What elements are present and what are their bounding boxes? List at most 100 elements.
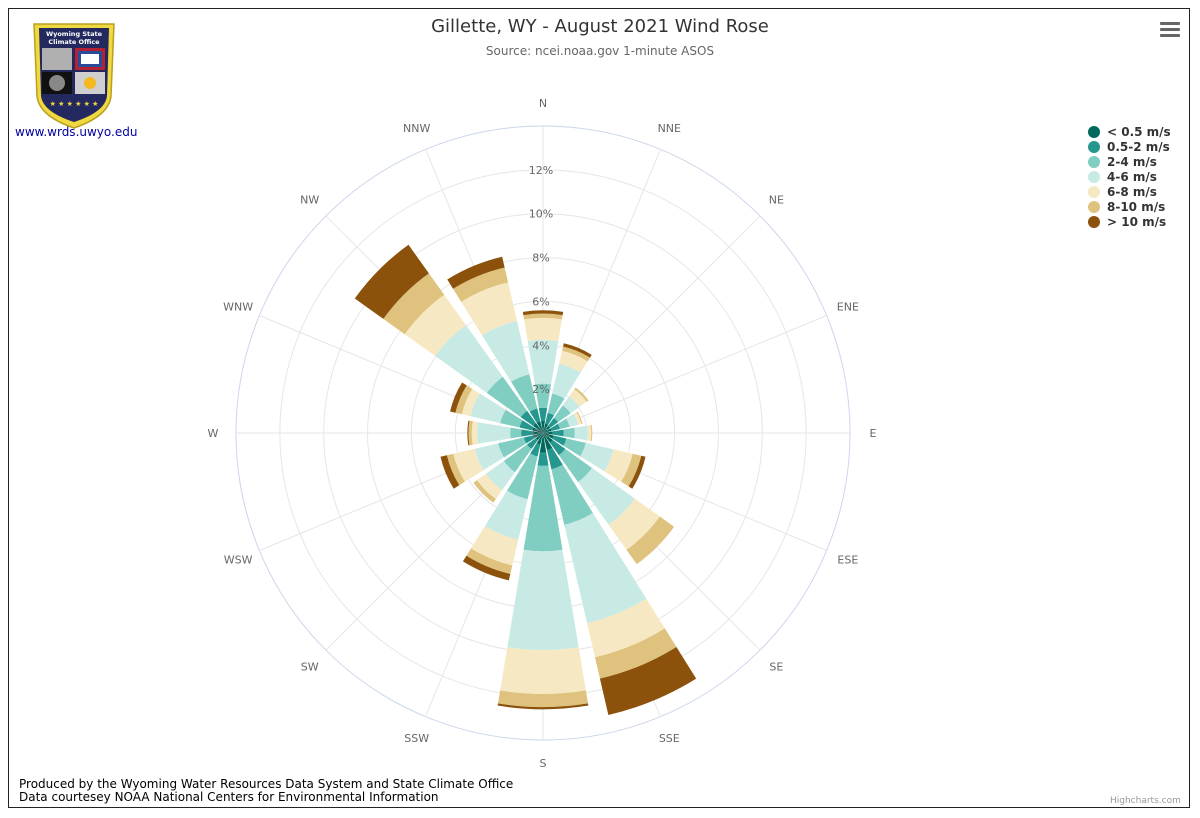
wind-bar-N-4[interactable] xyxy=(524,317,562,342)
wind-bar-E-2[interactable] xyxy=(563,427,575,439)
wind-bar-ESE-3[interactable] xyxy=(580,442,614,472)
wind-bar-SSE-5[interactable] xyxy=(594,628,677,679)
wind-bar-NW-0[interactable] xyxy=(533,423,543,433)
wind-bar-S-1[interactable] xyxy=(537,452,549,466)
legend-item[interactable]: 2-4 m/s xyxy=(1088,154,1171,169)
wind-bar-WNW-2[interactable] xyxy=(500,409,523,428)
wind-bar-SSW-3[interactable] xyxy=(484,490,528,540)
wind-bar-NNE-5[interactable] xyxy=(562,346,590,362)
wind-bar-SW-1[interactable] xyxy=(526,438,538,450)
wind-bar-NNW-2[interactable] xyxy=(511,374,538,412)
highcharts-credits[interactable]: Highcharts.com xyxy=(1110,796,1181,806)
wind-bar-ENE-4[interactable] xyxy=(573,412,582,425)
legend-item[interactable]: 0.5-2 m/s xyxy=(1088,139,1171,154)
wind-bar-NE-5[interactable] xyxy=(574,387,589,402)
wind-bar-S-2[interactable] xyxy=(523,465,563,552)
wind-bar-N-6[interactable] xyxy=(522,310,564,316)
wind-bar-WSW-5[interactable] xyxy=(446,453,465,486)
wind-bar-S-0[interactable] xyxy=(539,433,547,453)
wind-bar-ESE-4[interactable] xyxy=(604,449,633,482)
wind-bar-NW-5[interactable] xyxy=(383,273,445,335)
wind-bar-S-5[interactable] xyxy=(497,690,589,708)
wind-bar-ENE-5[interactable] xyxy=(576,411,583,425)
wind-bar-NE-1[interactable] xyxy=(548,417,559,428)
wind-bar-NNW-1[interactable] xyxy=(529,408,541,423)
legend-item[interactable]: < 0.5 m/s xyxy=(1088,124,1171,139)
wind-bar-NE-2[interactable] xyxy=(553,405,571,423)
wind-bar-SE-3[interactable] xyxy=(578,468,635,525)
wind-bar-ESE-2[interactable] xyxy=(563,438,586,457)
wind-bar-SE-4[interactable] xyxy=(608,498,660,550)
wind-bar-NNW-3[interactable] xyxy=(482,320,530,382)
wind-bar-WSW-3[interactable] xyxy=(474,443,504,471)
wind-bar-N-5[interactable] xyxy=(523,313,563,320)
wind-bar-S-6[interactable] xyxy=(497,703,589,710)
wind-bar-SW-2[interactable] xyxy=(503,444,532,473)
legend-item[interactable]: 8-10 m/s xyxy=(1088,199,1171,214)
wind-bar-SSE-3[interactable] xyxy=(564,513,647,624)
wind-bar-WNW-4[interactable] xyxy=(461,388,480,417)
wind-bar-NNW-4[interactable] xyxy=(461,282,518,336)
wind-bar-SE-5[interactable] xyxy=(626,516,675,565)
wind-bar-N-1[interactable] xyxy=(538,407,548,422)
wind-bar-NNE-3[interactable] xyxy=(552,363,581,399)
wind-bar-ESE-5[interactable] xyxy=(621,453,642,487)
wind-bar-NW-6[interactable] xyxy=(354,244,429,319)
wind-bar-SE-0[interactable] xyxy=(543,433,553,443)
wind-bar-WNW-5[interactable] xyxy=(455,385,473,415)
wind-bar-W-2[interactable] xyxy=(510,427,522,439)
wind-bar-NE-0[interactable] xyxy=(543,425,551,433)
wind-bar-N-0[interactable] xyxy=(541,420,545,433)
wind-bar-NW-3[interactable] xyxy=(435,325,503,393)
wind-bar-S-4[interactable] xyxy=(500,647,586,694)
wind-bar-SSE-0[interactable] xyxy=(543,433,553,451)
wind-bar-SW-5[interactable] xyxy=(473,480,496,503)
wind-bar-NW-2[interactable] xyxy=(486,376,528,418)
wind-bar-SE-1[interactable] xyxy=(550,440,566,456)
wind-bar-NNE-2[interactable] xyxy=(547,393,565,416)
wind-bar-W-6[interactable] xyxy=(467,420,470,446)
wind-bar-SSW-6[interactable] xyxy=(462,555,511,581)
wind-bar-SSW-1[interactable] xyxy=(530,443,541,457)
wind-bar-WSW-0[interactable] xyxy=(534,433,543,438)
wind-bar-WNW-6[interactable] xyxy=(450,382,467,413)
wind-bar-SW-3[interactable] xyxy=(485,461,515,491)
wind-bar-ESE-6[interactable] xyxy=(628,455,646,489)
wind-bar-NNW-0[interactable] xyxy=(536,421,543,433)
site-link[interactable]: www.wrds.uwyo.edu xyxy=(15,125,138,139)
wind-bar-E-4[interactable] xyxy=(587,425,592,441)
wind-bar-SSE-2[interactable] xyxy=(551,464,593,525)
wind-bar-SSW-4[interactable] xyxy=(471,526,519,566)
wind-bar-WSW-4[interactable] xyxy=(453,448,484,482)
wind-bar-ESE-0[interactable] xyxy=(543,433,554,439)
wind-bar-WNW-1[interactable] xyxy=(519,420,534,431)
wind-bar-WNW-3[interactable] xyxy=(470,393,506,424)
wind-bar-W-0[interactable] xyxy=(533,431,543,435)
wind-bar-NE-3[interactable] xyxy=(562,396,580,414)
wind-bar-NW-1[interactable] xyxy=(520,410,536,426)
wind-bar-W-3[interactable] xyxy=(477,422,511,444)
wind-bar-WSW-1[interactable] xyxy=(523,434,536,444)
wind-bar-ENE-3[interactable] xyxy=(566,413,579,427)
wind-bar-SSE-6[interactable] xyxy=(599,646,697,715)
wind-bar-ESE-1[interactable] xyxy=(552,435,567,446)
wind-bar-SSE-4[interactable] xyxy=(587,598,665,658)
hamburger-menu-icon[interactable] xyxy=(1158,20,1182,40)
wind-bar-NNE-1[interactable] xyxy=(545,412,555,425)
legend-item[interactable]: 4-6 m/s xyxy=(1088,169,1171,184)
wind-bar-E-0[interactable] xyxy=(543,431,553,435)
wind-bar-ENE-0[interactable] xyxy=(543,428,552,433)
wind-bar-W-5[interactable] xyxy=(468,420,473,446)
wind-bar-SW-4[interactable] xyxy=(476,473,503,500)
legend-item[interactable]: 6-8 m/s xyxy=(1088,184,1171,199)
wind-bar-NE-4[interactable] xyxy=(569,389,587,407)
wind-bar-W-4[interactable] xyxy=(471,421,479,445)
wind-bar-ENE-1[interactable] xyxy=(550,423,561,432)
wind-bar-NNW-5[interactable] xyxy=(453,267,509,302)
legend-item[interactable]: > 10 m/s xyxy=(1088,214,1171,229)
wind-bar-SE-2[interactable] xyxy=(558,448,593,483)
wind-bar-SSW-2[interactable] xyxy=(507,453,538,500)
wind-bar-N-2[interactable] xyxy=(534,383,552,409)
wind-bar-NW-4[interactable] xyxy=(404,294,466,356)
wind-bar-WNW-0[interactable] xyxy=(532,427,543,433)
